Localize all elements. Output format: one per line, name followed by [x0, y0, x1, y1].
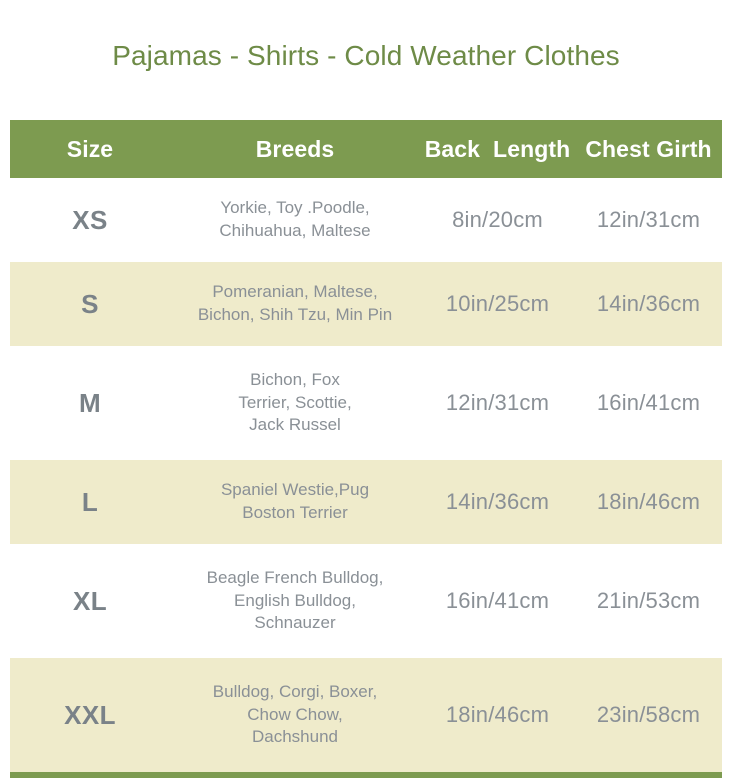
cell-size: S: [81, 288, 99, 319]
size-chart-table: Size Breeds Back Length Chest Girth XS Yo…: [10, 120, 722, 778]
table-row: XS Yorkie, Toy .Poodle, Chihuahua, Maltes…: [10, 178, 722, 262]
cell-back-length: 12in/31cm: [445, 390, 550, 415]
cell-size: M: [78, 387, 102, 418]
cell-size: XL: [72, 585, 108, 616]
page-title: Pajamas - Shirts - Cold Weather Clothes: [112, 40, 620, 71]
cell-chest-girth: 12in/31cm: [596, 207, 701, 232]
column-header-chest-girth: Chest Girth: [585, 135, 712, 162]
cell-chest-girth: 18in/46cm: [596, 489, 701, 514]
cell-chest-girth: 23in/58cm: [596, 702, 701, 727]
column-header-back-length: Back Length: [424, 135, 571, 162]
cell-breeds: Pomeranian, Maltese, Bichon, Shih Tzu, M…: [197, 282, 393, 324]
table-row: M Bichon, Fox Terrier, Scottie, Jack Russ…: [10, 346, 722, 460]
cell-chest-girth: 14in/36cm: [596, 291, 701, 316]
cell-breeds: Bichon, Fox Terrier, Scottie, Jack Russe…: [238, 369, 352, 435]
table-row: XL Beagle French Bulldog, English Bulldog…: [10, 544, 722, 658]
column-header-size: Size: [66, 135, 114, 162]
table-header-row: Size Breeds Back Length Chest Girth: [10, 120, 722, 178]
cell-size: XXL: [64, 699, 116, 730]
cell-back-length: 14in/36cm: [445, 489, 550, 514]
cell-size: XS: [72, 204, 108, 235]
table-row: L Spaniel Westie,Pug Boston Terrier 14in/3…: [10, 460, 722, 544]
cell-chest-girth: 21in/53cm: [596, 588, 701, 613]
column-header-breeds: Breeds: [255, 135, 335, 162]
size-chart-page: Pajamas - Shirts - Cold Weather Clothes …: [10, 40, 722, 778]
cell-back-length: 16in/41cm: [445, 588, 550, 613]
table-body: XS Yorkie, Toy .Poodle, Chihuahua, Maltes…: [10, 178, 722, 775]
table-row: S Pomeranian, Maltese, Bichon, Shih Tzu, …: [10, 262, 722, 346]
cell-back-length: 8in/20cm: [452, 207, 543, 232]
table-header: Size Breeds Back Length Chest Girth: [10, 120, 722, 178]
size-chart-table-wrapper: Size Breeds Back Length Chest Girth XS Yo…: [10, 120, 722, 778]
cell-chest-girth: 16in/41cm: [596, 390, 701, 415]
cell-breeds: Spaniel Westie,Pug Boston Terrier: [220, 480, 370, 522]
cell-breeds: Beagle French Bulldog, English Bulldog, …: [206, 567, 384, 633]
cell-back-length: 18in/46cm: [445, 702, 550, 727]
table-row: XXL Bulldog, Corgi, Boxer, Chow Chow, Dac…: [10, 658, 722, 775]
cell-size: L: [81, 486, 99, 517]
cell-breeds: Bulldog, Corgi, Boxer, Chow Chow, Dachsh…: [212, 681, 378, 747]
cell-breeds: Yorkie, Toy .Poodle, Chihuahua, Maltese: [219, 198, 371, 240]
cell-back-length: 10in/25cm: [445, 291, 550, 316]
